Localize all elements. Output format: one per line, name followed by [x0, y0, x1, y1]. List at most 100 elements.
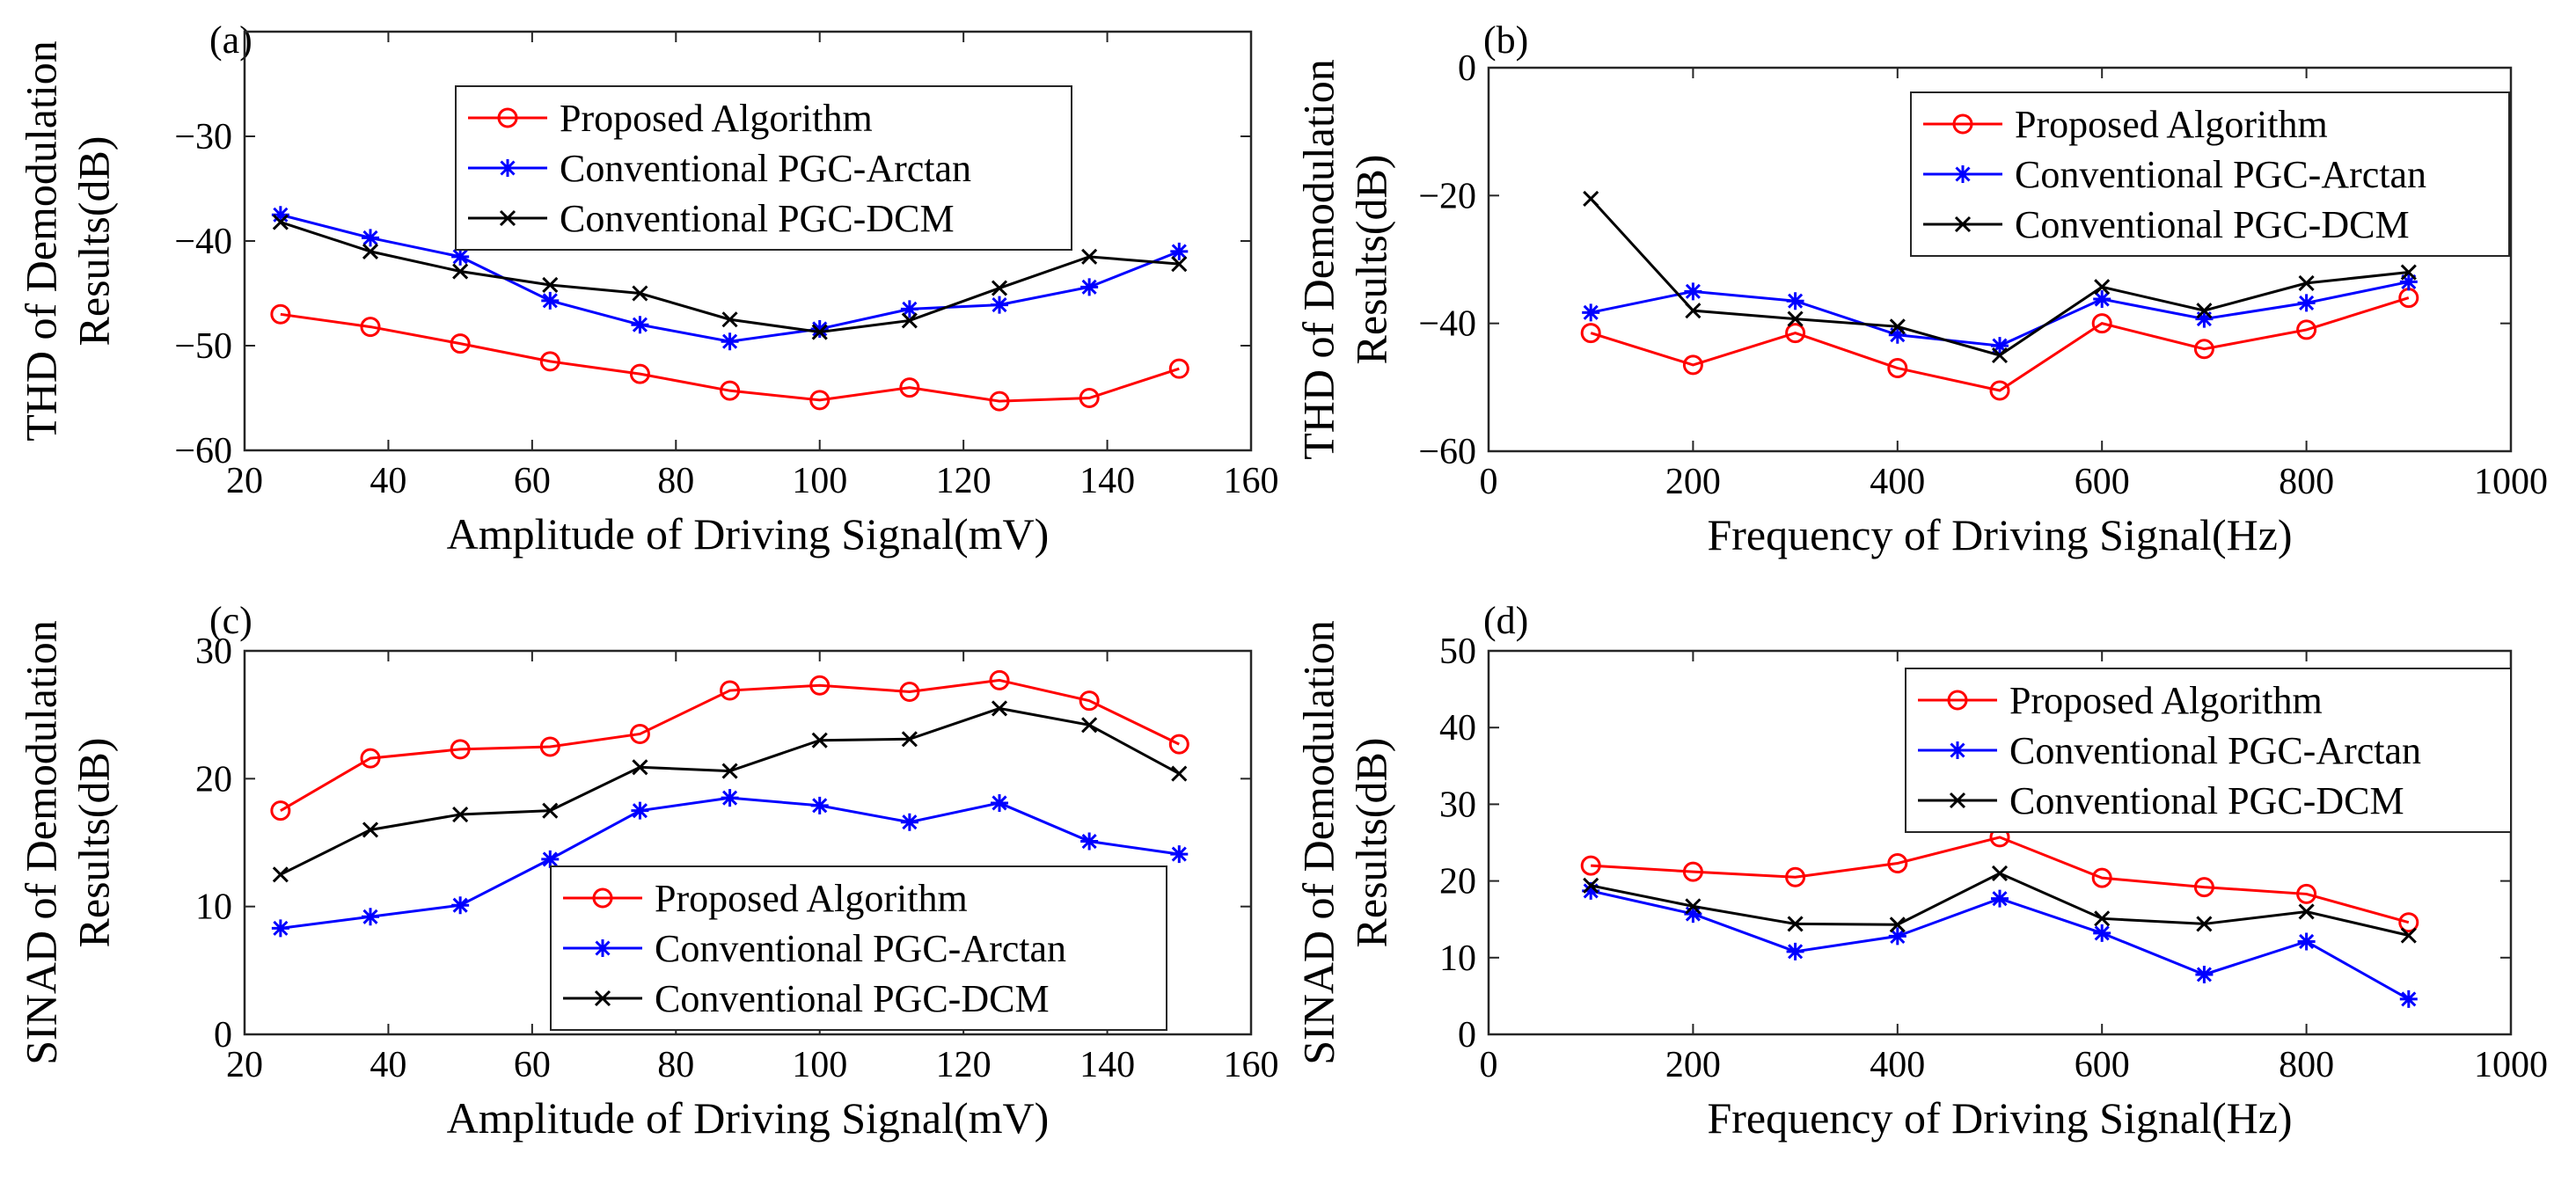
- x-tick-label: 400: [1870, 462, 1925, 502]
- data-point: [2091, 867, 2112, 888]
- data-point: [2399, 989, 2418, 1008]
- data-point: [1682, 861, 1703, 882]
- x-tick-label: 60: [514, 1045, 551, 1085]
- legend-label: Proposed Algorithm: [2009, 679, 2323, 722]
- data-point: [1170, 845, 1189, 864]
- y-axis-label: THD of Demodulation: [1293, 59, 1343, 459]
- x-tick-label: 80: [657, 1045, 694, 1085]
- panel-tag: (b): [1483, 18, 1528, 62]
- data-point: [450, 333, 471, 354]
- legend-item-proposed-algorithm: Proposed Algorithm: [468, 97, 873, 140]
- x-axis-label: Frequency of Driving Signal(Hz): [1707, 510, 2292, 559]
- y-tick-label: 10: [1439, 938, 1476, 979]
- x-tick-label: 120: [936, 461, 992, 501]
- series-conventional-pgc-arctan: [1582, 273, 2418, 355]
- series-conventional-pgc-arctan: [271, 789, 1189, 938]
- panel-a: (a) 20 40 60 80 100 120 140 160 −60 −50 −40 −30 Ampli…: [16, 18, 1278, 559]
- legend: Proposed Algorithm Conventional PGC-Arcta…: [550, 865, 1167, 1031]
- data-point: [1684, 905, 1702, 924]
- series-proposed-algorithm: [1580, 827, 2419, 933]
- data-point: [2093, 290, 2111, 309]
- data-point: [362, 243, 379, 259]
- data-point: [1989, 380, 2010, 401]
- y-tick-label: 20: [195, 759, 232, 800]
- legend-marker: [1952, 113, 1973, 135]
- y-axis-label: THD of Demodulation: [16, 40, 65, 441]
- data-point: [629, 723, 650, 744]
- x-tick-label: 40: [370, 461, 406, 501]
- data-point: [991, 280, 1008, 296]
- legend-label: Conventional PGC-DCM: [2015, 203, 2410, 246]
- data-point: [1080, 278, 1099, 296]
- data-point: [1889, 916, 1906, 933]
- data-point: [2400, 927, 2417, 944]
- x-tick-label: 100: [792, 461, 847, 501]
- legend-item-conventional-pgc-dcm: Conventional PGC-DCM: [1918, 779, 2404, 822]
- legend: Proposed Algorithm Conventional PGC-Arcta…: [1905, 668, 2512, 833]
- legend-label: Conventional PGC-Arctan: [560, 147, 971, 190]
- x-tick-label: 400: [1870, 1045, 1925, 1085]
- x-tick-label: 800: [2279, 1045, 2334, 1085]
- data-point: [629, 363, 650, 384]
- data-point: [1685, 303, 1701, 319]
- data-point: [1583, 190, 1599, 208]
- legend-marker: [1954, 215, 1972, 233]
- legend-label: Conventional PGC-DCM: [655, 977, 1050, 1020]
- x-tick-label: 1000: [2474, 1045, 2548, 1085]
- data-point: [1171, 765, 1188, 782]
- data-point: [1168, 734, 1189, 755]
- axes-box: [1487, 66, 2513, 453]
- data-point: [1785, 323, 1806, 344]
- data-point: [901, 312, 918, 329]
- x-tick-label: 20: [226, 461, 263, 501]
- data-point: [991, 700, 1008, 717]
- legend-item-proposed-algorithm: Proposed Algorithm: [563, 877, 968, 920]
- legend-item-conventional-pgc-arctan: Conventional PGC-Arctan: [1918, 729, 2421, 772]
- data-point: [1887, 358, 1908, 379]
- legend-item-conventional-pgc-dcm: Conventional PGC-DCM: [1923, 203, 2410, 246]
- series-conventional-pgc-arctan: [271, 206, 1189, 351]
- data-point: [1580, 323, 1601, 344]
- data-point: [1991, 889, 2009, 908]
- y-tick-label: −40: [1418, 304, 1476, 345]
- data-point: [811, 732, 828, 749]
- data-point: [1684, 282, 1702, 301]
- legend-marker: [594, 989, 611, 1007]
- data-point: [1580, 855, 1601, 876]
- data-point: [632, 759, 648, 776]
- data-point: [362, 908, 379, 926]
- data-point: [2399, 273, 2418, 291]
- legend-label: Proposed Algorithm: [655, 877, 968, 920]
- y-tick-label: 30: [195, 632, 232, 672]
- y-axis-label: SINAD of Demodulation: [1293, 620, 1343, 1065]
- x-axis-label: Frequency of Driving Signal(Hz): [1707, 1093, 2292, 1143]
- data-point: [270, 800, 291, 822]
- data-point: [2094, 279, 2111, 296]
- data-point: [1889, 318, 1906, 335]
- x-tick-label: 0: [1480, 462, 1498, 502]
- data-point: [272, 214, 289, 230]
- series-proposed-algorithm: [270, 669, 1189, 822]
- data-point: [1081, 248, 1098, 265]
- y-axis-label: SINAD of Demodulation: [16, 620, 65, 1065]
- data-point: [2195, 965, 2214, 983]
- data-point: [2296, 883, 2317, 904]
- x-tick-label: 40: [370, 1045, 406, 1085]
- legend: Proposed Algorithm Conventional PGC-Arcta…: [455, 85, 1072, 251]
- legend-label: Conventional PGC-Arctan: [655, 927, 1066, 970]
- data-point: [2398, 912, 2419, 933]
- panel-tag: (d): [1483, 599, 1528, 642]
- y-tick-label: −40: [174, 222, 232, 262]
- panel-tag: (a): [209, 18, 252, 62]
- legend-item-conventional-pgc-dcm: Conventional PGC-DCM: [468, 197, 955, 240]
- data-point: [1583, 877, 1599, 894]
- x-tick-label: 200: [1665, 1045, 1721, 1085]
- data-point: [2297, 294, 2316, 312]
- data-point: [2298, 274, 2315, 291]
- data-point: [810, 796, 829, 814]
- data-point: [811, 324, 828, 340]
- series-line: [1591, 836, 2410, 924]
- data-point: [270, 303, 291, 325]
- data-point: [1786, 292, 1804, 310]
- legend-item-conventional-pgc-dcm: Conventional PGC-DCM: [563, 977, 1050, 1020]
